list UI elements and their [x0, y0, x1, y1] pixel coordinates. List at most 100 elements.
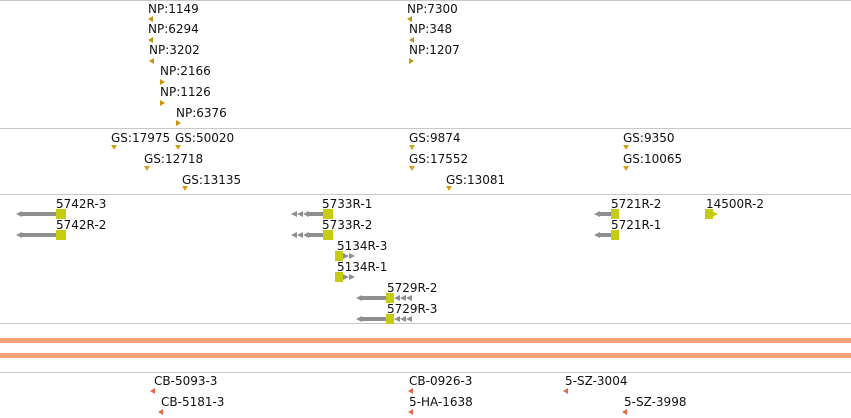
gene-model[interactable] — [594, 230, 622, 240]
gene-model[interactable] — [356, 293, 412, 303]
np-feature-label[interactable]: NP:2166 — [160, 64, 211, 78]
gene-model[interactable] — [16, 230, 67, 240]
gene-model[interactable] — [705, 209, 719, 219]
strand-arrow-icon — [394, 316, 400, 322]
gene-model[interactable] — [356, 314, 412, 324]
strand-arrow-icon — [16, 211, 22, 217]
gene-exon — [56, 230, 66, 240]
strand-arrow-icon — [356, 295, 362, 301]
gs-feature-label[interactable]: GS:9874 — [409, 131, 461, 145]
gene-intron — [309, 233, 325, 237]
cb-feature-label[interactable]: CB-5093-3 — [154, 374, 218, 388]
feature-marker-icon[interactable] — [409, 145, 415, 150]
gene-model[interactable] — [335, 272, 359, 282]
feature-marker-icon[interactable] — [623, 145, 629, 150]
track-divider — [0, 128, 851, 129]
np-feature-label[interactable]: NP:6376 — [176, 106, 227, 120]
np-feature-label[interactable]: NP:3202 — [149, 43, 200, 57]
gene-label[interactable]: 5134R-3 — [337, 239, 388, 253]
strand-arrow-icon — [406, 295, 412, 301]
feature-marker-icon[interactable] — [563, 388, 568, 394]
feature-marker-icon[interactable] — [150, 388, 155, 394]
feature-marker-icon[interactable] — [148, 16, 153, 22]
gene-model[interactable] — [16, 209, 67, 219]
feature-marker-icon[interactable] — [409, 166, 415, 171]
gene-model[interactable] — [594, 209, 622, 219]
feature-marker-icon[interactable] — [160, 100, 165, 106]
gene-label[interactable]: 5729R-3 — [387, 302, 438, 316]
strand-arrow-icon — [712, 211, 718, 217]
gene-label[interactable]: 5729R-2 — [387, 281, 438, 295]
cb-feature-label[interactable]: CB-5181-3 — [161, 395, 225, 409]
gs-feature-label[interactable]: GS:50020 — [175, 131, 235, 145]
gene-intron — [599, 212, 613, 216]
np-feature-label[interactable]: NP:1149 — [148, 2, 199, 16]
np-feature-label[interactable]: NP:1126 — [160, 85, 211, 99]
gene-label[interactable]: 5721R-1 — [611, 218, 662, 232]
gene-track: 5742R-3 5742R-2 5733R-1 5733R-2 5134R-3 … — [0, 195, 851, 324]
gene-model[interactable] — [291, 209, 335, 219]
feature-marker-icon[interactable] — [407, 16, 412, 22]
gene-label[interactable]: 5134R-1 — [337, 260, 388, 274]
np-feature-label[interactable]: NP:1207 — [409, 43, 460, 57]
gs-feature-label[interactable]: GS:9350 — [623, 131, 675, 145]
gs-feature-label[interactable]: GS:10065 — [623, 152, 683, 166]
feature-marker-icon[interactable] — [622, 409, 627, 415]
feature-marker-icon[interactable] — [182, 186, 188, 191]
feature-marker-icon[interactable] — [111, 145, 117, 150]
gs-feature-label[interactable]: GS:12718 — [144, 152, 204, 166]
gs-feature-label[interactable]: GS:17975 — [111, 131, 171, 145]
np-feature-label[interactable]: NP:6294 — [148, 22, 199, 36]
feature-marker-icon[interactable] — [175, 145, 181, 150]
np-feature-label[interactable]: NP:348 — [409, 22, 453, 36]
scaffold-band — [0, 338, 851, 343]
strand-arrow-icon — [343, 253, 349, 259]
gs-feature-label[interactable]: GS:17552 — [409, 152, 469, 166]
gene-intron — [599, 233, 613, 237]
cb-feature-label[interactable]: 5-SZ-3998 — [624, 395, 687, 409]
feature-marker-icon[interactable] — [408, 409, 413, 415]
feature-marker-icon[interactable] — [446, 186, 452, 191]
cb-feature-label[interactable]: 5-SZ-3004 — [565, 374, 628, 388]
feature-marker-icon[interactable] — [176, 120, 181, 126]
strand-arrow-icon — [594, 211, 600, 217]
feature-marker-icon[interactable] — [409, 58, 414, 64]
feature-marker-icon[interactable] — [408, 388, 413, 394]
gene-label[interactable]: 5721R-2 — [611, 197, 662, 211]
gene-exon — [386, 314, 394, 324]
gene-label[interactable]: 5742R-3 — [56, 197, 107, 211]
gene-exon — [323, 209, 333, 219]
gene-label[interactable]: 14500R-2 — [706, 197, 764, 211]
np-feature-label[interactable]: NP:7300 — [407, 2, 458, 16]
gene-exon — [56, 209, 66, 219]
gs-feature-label[interactable]: GS:13135 — [182, 173, 242, 187]
scaffold-band — [0, 353, 851, 358]
track-divider — [0, 194, 851, 195]
feature-marker-icon[interactable] — [160, 79, 165, 85]
gene-intron — [309, 212, 325, 216]
cb-feature-label[interactable]: 5-HA-1638 — [409, 395, 473, 409]
feature-marker-icon[interactable] — [158, 409, 163, 415]
track-divider — [0, 372, 851, 373]
strand-arrow-icon — [400, 295, 406, 301]
strand-arrow-icon — [400, 316, 406, 322]
gene-model[interactable] — [291, 230, 335, 240]
feature-marker-icon[interactable] — [148, 37, 153, 43]
feature-marker-icon[interactable] — [623, 166, 629, 171]
gene-exon — [323, 230, 333, 240]
cb-feature-label[interactable]: CB-0926-3 — [409, 374, 473, 388]
feature-marker-icon[interactable] — [144, 166, 150, 171]
feature-marker-icon[interactable] — [149, 58, 154, 64]
strand-arrow-icon — [291, 211, 297, 217]
gene-label[interactable]: 5742R-2 — [56, 218, 107, 232]
gs-feature-label[interactable]: GS:13081 — [446, 173, 506, 187]
np-track: NP:1149 NP:6294 NP:3202 NP:2166 NP:1126 … — [0, 0, 851, 128]
gene-intron — [21, 212, 57, 216]
gene-label[interactable]: 5733R-1 — [322, 197, 373, 211]
track-divider — [0, 0, 851, 1]
feature-marker-icon[interactable] — [409, 37, 414, 43]
gene-model[interactable] — [335, 251, 359, 261]
strand-arrow-icon — [297, 211, 303, 217]
gene-label[interactable]: 5733R-2 — [322, 218, 373, 232]
gene-exon — [386, 293, 394, 303]
